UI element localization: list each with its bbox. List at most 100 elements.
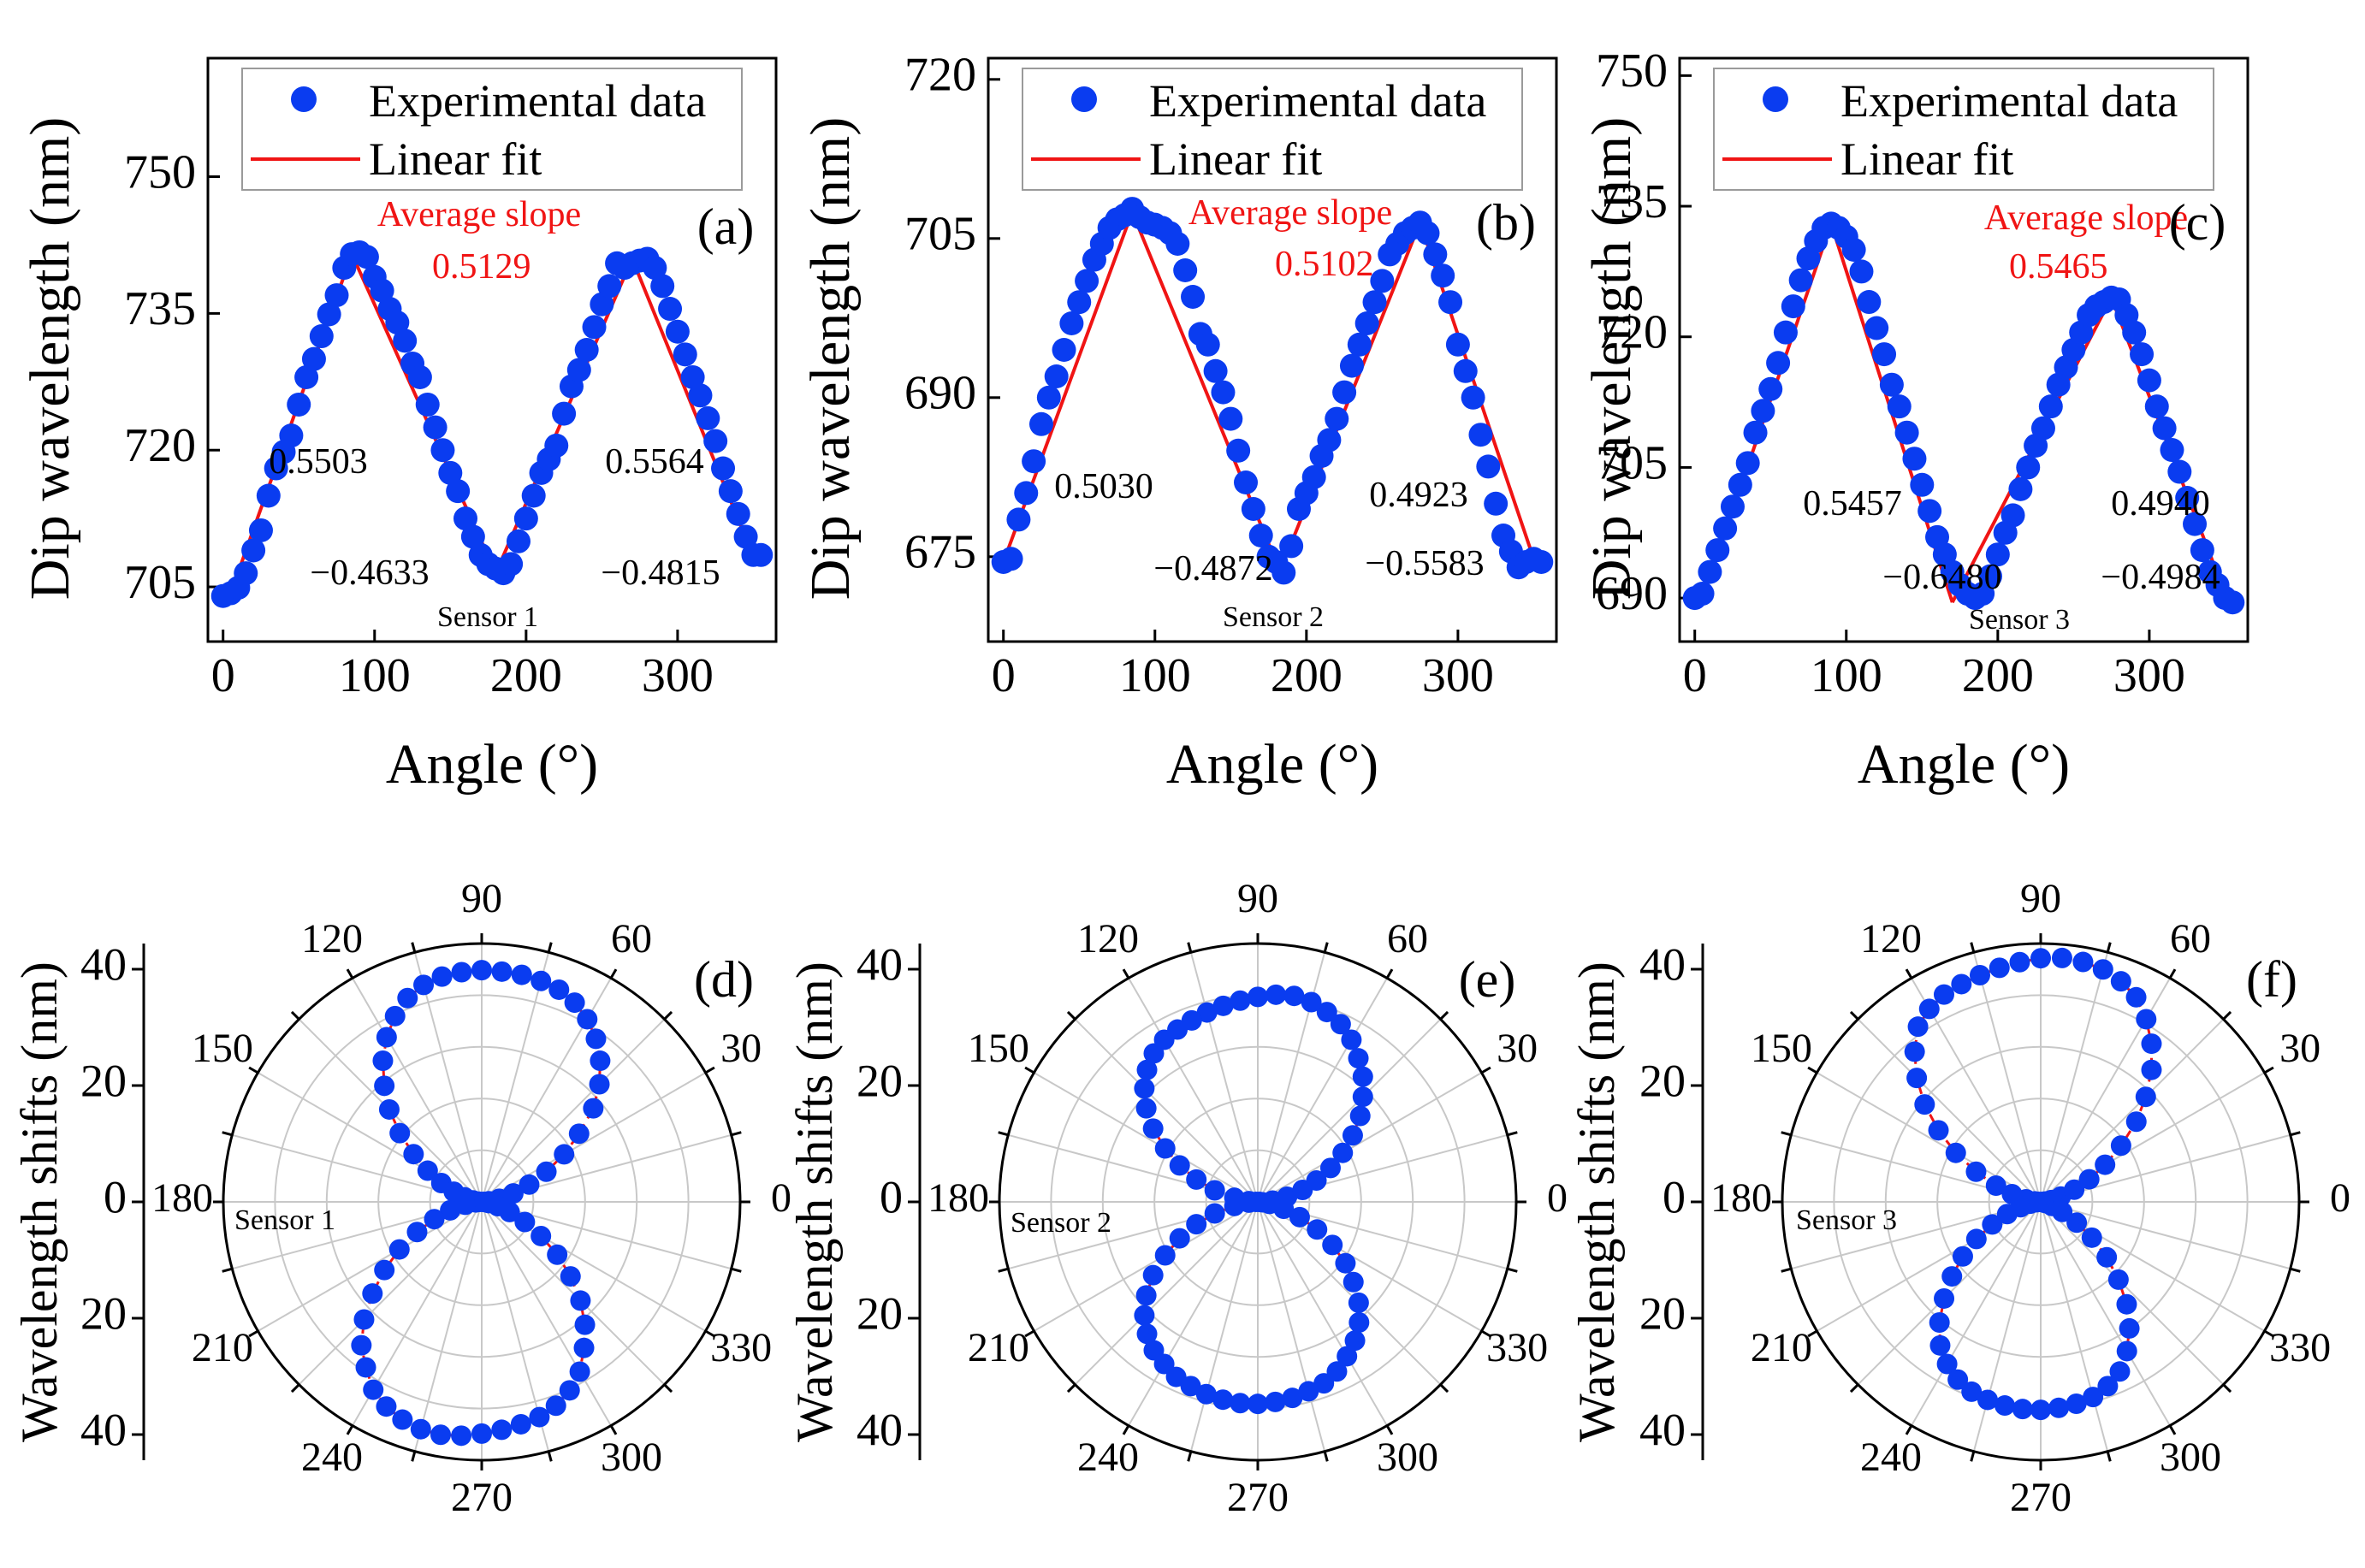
polar-angle-label: 30	[720, 1026, 762, 1071]
polar-angle-tick	[1905, 968, 1913, 979]
data-point	[2038, 394, 2063, 419]
polar-angle-tick	[1781, 1267, 1792, 1273]
data-point	[2107, 1269, 2129, 1290]
data-point	[1165, 232, 1190, 256]
data-point	[1339, 353, 1364, 378]
data-point	[2109, 1361, 2131, 1382]
data-point	[1195, 332, 1220, 357]
x-axis-label: Angle (°)	[1858, 733, 2070, 796]
data-point	[2116, 1293, 2137, 1315]
data-point	[1180, 1376, 1201, 1397]
data-point	[1887, 394, 1912, 419]
data-point	[680, 364, 705, 389]
polar-grid-spoke	[481, 1018, 666, 1203]
average-slope-label: Average slope	[377, 195, 581, 234]
data-point	[711, 456, 736, 481]
data-point	[407, 364, 432, 389]
polar-angle-label: 60	[2170, 916, 2211, 962]
polar-angle-label: 150	[1751, 1026, 1812, 1071]
data-point	[1289, 1206, 1310, 1228]
data-point	[403, 1144, 424, 1165]
polar-angle-tick	[1480, 1329, 1491, 1338]
polar-angle-label: 240	[1860, 1435, 1922, 1480]
data-point	[393, 328, 418, 353]
data-point	[2030, 1399, 2051, 1421]
polar-angle-tick	[609, 1424, 618, 1435]
data-point	[1313, 1373, 1335, 1394]
legend-point-icon	[291, 86, 317, 112]
data-point	[1841, 237, 1866, 262]
legend-label-fit: Linear fit	[1840, 133, 2013, 185]
data-point	[2110, 971, 2131, 992]
data-point	[583, 1098, 604, 1119]
data-point	[1941, 1266, 1963, 1287]
data-point	[1282, 1388, 1303, 1409]
polar-angle-tick	[1439, 1383, 1449, 1393]
data-point	[491, 1419, 513, 1441]
data-point	[374, 1259, 395, 1281]
data-point	[1044, 364, 1069, 388]
polar-grid-spoke	[1257, 1018, 1442, 1203]
polar-grid-spoke	[413, 1201, 483, 1452]
data-point	[2122, 320, 2147, 345]
data-point	[324, 283, 349, 308]
polar-angle-label: 330	[1486, 1325, 1548, 1370]
panel-label: (d)	[694, 951, 754, 1008]
data-point	[2160, 438, 2184, 463]
data-point	[1965, 1228, 1987, 1250]
data-point	[569, 1361, 590, 1382]
data-point	[547, 1244, 568, 1265]
segment-slope-label: 0.5457	[1803, 484, 1902, 524]
polar-angle-label: 150	[968, 1026, 1029, 1071]
data-point	[471, 960, 492, 981]
polar-angle-tick	[1323, 1451, 1329, 1462]
y-axis-label: Dip wavelength (nm)	[799, 117, 862, 601]
segment-slope-label: 0.4940	[2111, 484, 2210, 524]
polar-angle-tick	[1066, 1383, 1076, 1393]
data-point	[733, 524, 758, 549]
polar-grid-spoke	[2040, 1201, 2109, 1452]
polar-angle-tick	[290, 1010, 300, 1021]
polar-grid-spoke	[352, 977, 483, 1203]
data-point	[1153, 1353, 1175, 1375]
data-point	[471, 1423, 492, 1444]
data-point	[673, 342, 697, 367]
data-point	[2167, 459, 2192, 484]
y-tick-label: 720	[1596, 306, 1668, 359]
data-point	[530, 1225, 552, 1246]
polar-angle-label: 330	[2269, 1325, 2331, 1370]
data-point	[1370, 269, 1395, 293]
data-point	[279, 423, 304, 448]
data-point	[1773, 320, 1798, 345]
x-tick-label: 100	[339, 649, 411, 702]
data-point	[577, 1009, 598, 1030]
polar-angle-tick	[2290, 1131, 2301, 1137]
data-point	[1347, 332, 1372, 357]
polar-angle-tick	[1970, 1451, 1976, 1462]
x-axis-label: Angle (°)	[1166, 733, 1378, 796]
polar-angle-tick	[1807, 1066, 1818, 1074]
polar-angle-label: 330	[710, 1325, 772, 1370]
data-point	[1136, 1323, 1158, 1345]
data-point	[2130, 342, 2155, 367]
data-point	[1343, 1271, 1364, 1293]
data-point	[1952, 1246, 1973, 1267]
data-point	[1751, 399, 1775, 423]
radial-tick-label: 20	[80, 1055, 127, 1106]
polar-angle-tick	[2222, 1010, 2232, 1021]
polar-grid-spoke	[1972, 952, 2042, 1203]
data-point	[554, 1144, 575, 1165]
legend-point-icon	[1763, 86, 1788, 112]
data-point	[1969, 964, 1990, 985]
polar-angle-tick	[2222, 1383, 2232, 1393]
legend-label-data: Experimental data	[369, 75, 706, 127]
average-slope-value: 0.5465	[2009, 247, 2108, 287]
data-point	[2048, 1397, 2070, 1418]
polar-angle-tick	[411, 1451, 417, 1462]
radial-tick-label: 20	[1639, 1287, 1686, 1339]
polar-angle-tick	[2263, 1329, 2274, 1338]
data-point	[1342, 1125, 1363, 1146]
data-point	[1154, 1245, 1176, 1266]
polar-grid-spoke	[1074, 1201, 1259, 1386]
data-point	[1996, 1204, 2018, 1225]
